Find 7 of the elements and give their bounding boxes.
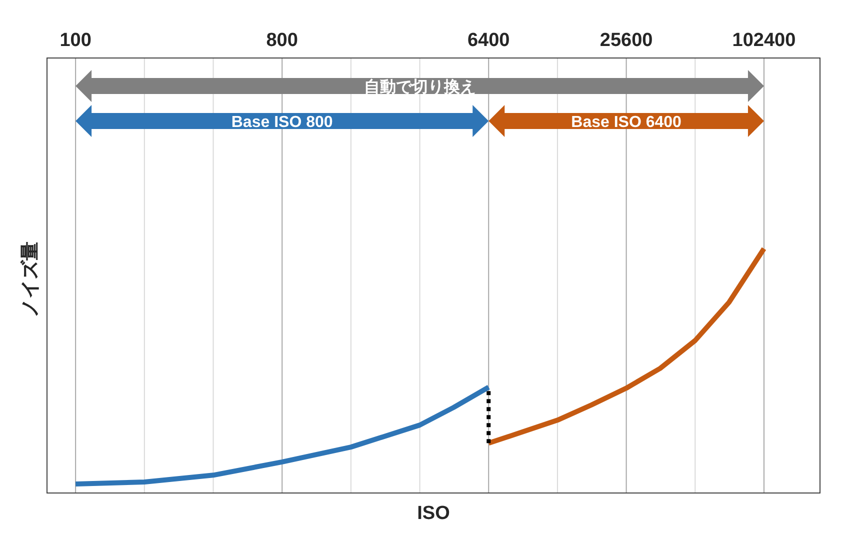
x-tick-label: 800	[266, 30, 298, 51]
x-tick-label: 102400	[732, 30, 796, 51]
x-axis-title: ISO	[417, 503, 450, 524]
x-tick-label: 100	[60, 30, 92, 51]
x-tick-label: 25600	[600, 30, 653, 51]
x-tick-label: 6400	[467, 30, 510, 51]
y-axis-title: ノイズ量	[20, 242, 41, 318]
